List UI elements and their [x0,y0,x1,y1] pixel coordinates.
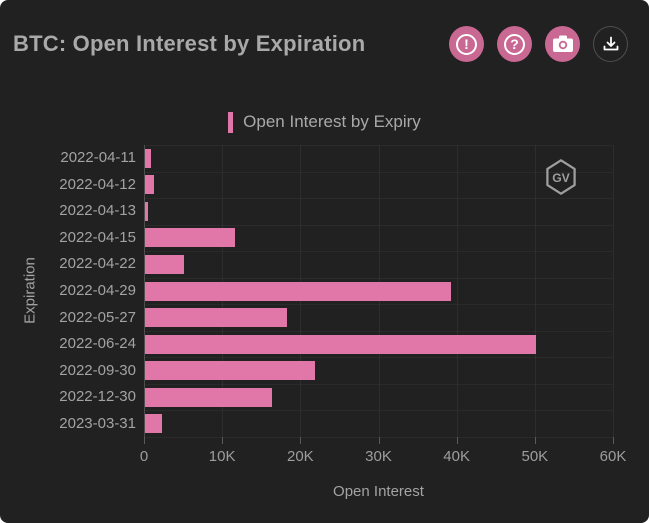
bar[interactable] [145,281,452,301]
alert-button[interactable]: ! [449,26,484,62]
bar[interactable] [145,254,185,274]
legend: Open Interest by Expiry [0,110,649,134]
gv-logo: GV [544,158,578,201]
gridline-vertical [456,145,458,437]
bar[interactable] [145,201,149,221]
page-title: BTC: Open Interest by Expiration [13,31,366,56]
gridline-horizontal [144,383,613,385]
x-tick-label: 20K [286,448,314,465]
gv-logo-text: GV [552,171,570,185]
bar[interactable] [145,175,154,195]
bar[interactable] [145,387,272,407]
gridline-vertical [534,145,536,437]
download-button[interactable] [593,26,628,62]
x-tick-label: 0 [139,448,149,465]
gridline-horizontal [144,330,613,332]
x-tick-label: 30K [365,448,392,465]
y-category-label: 2022-05-27 [59,308,136,326]
exclamation-icon: ! [456,33,477,55]
gridline-horizontal [144,251,613,253]
bar[interactable] [145,334,536,354]
gridline-horizontal [144,277,613,279]
x-axis-tick [222,437,224,444]
bar[interactable] [145,148,152,168]
x-axis-tick [613,437,614,444]
x-tick-label: 10K [208,448,236,465]
y-category-label: 2022-04-22 [59,255,136,273]
gridline-vertical [613,145,614,437]
question-icon: ? [504,33,525,55]
y-category-label: 2022-04-13 [59,202,136,220]
bar[interactable] [145,361,316,381]
y-category-label: 2022-04-15 [59,228,136,246]
gridline-horizontal [144,171,613,173]
y-category-label: 2022-12-30 [59,388,136,406]
x-tick-label: 50K [521,448,549,465]
bar[interactable] [145,414,163,434]
y-axis-title: Expiration [21,257,39,324]
y-category-label: 2022-06-24 [59,335,136,353]
y-category-label: 2022-04-12 [59,175,136,193]
y-category-label: 2022-09-30 [59,361,136,379]
gridline-horizontal [144,357,613,359]
legend-swatch-icon [228,111,234,133]
gridline-horizontal [144,410,613,412]
bar[interactable] [145,308,288,328]
gridline-horizontal [144,224,613,226]
y-axis-line [144,145,145,437]
toolbar: ! ? [449,26,628,62]
camera-icon [552,34,574,54]
y-category-label: 2022-04-29 [59,282,136,299]
x-axis-tick [378,437,380,444]
legend-label: Open Interest by Expiry [243,112,421,131]
x-tick-label: 60K [599,448,627,465]
y-category-label: 2022-04-11 [60,149,136,167]
help-button[interactable]: ? [497,26,532,62]
x-axis-tick [456,437,458,444]
gridline-horizontal [144,304,613,306]
gridline-horizontal [144,198,613,200]
x-axis-tick [300,437,302,444]
x-tick-label: 40K [443,448,471,465]
bar[interactable] [145,228,235,248]
x-axis-tick [144,437,145,444]
gridline-horizontal [144,145,613,146]
x-axis-title: Open Interest [333,483,424,500]
camera-button[interactable] [545,26,580,62]
y-category-label: 2023-03-31 [59,414,136,432]
x-axis-tick [534,437,536,444]
download-icon [602,35,620,53]
